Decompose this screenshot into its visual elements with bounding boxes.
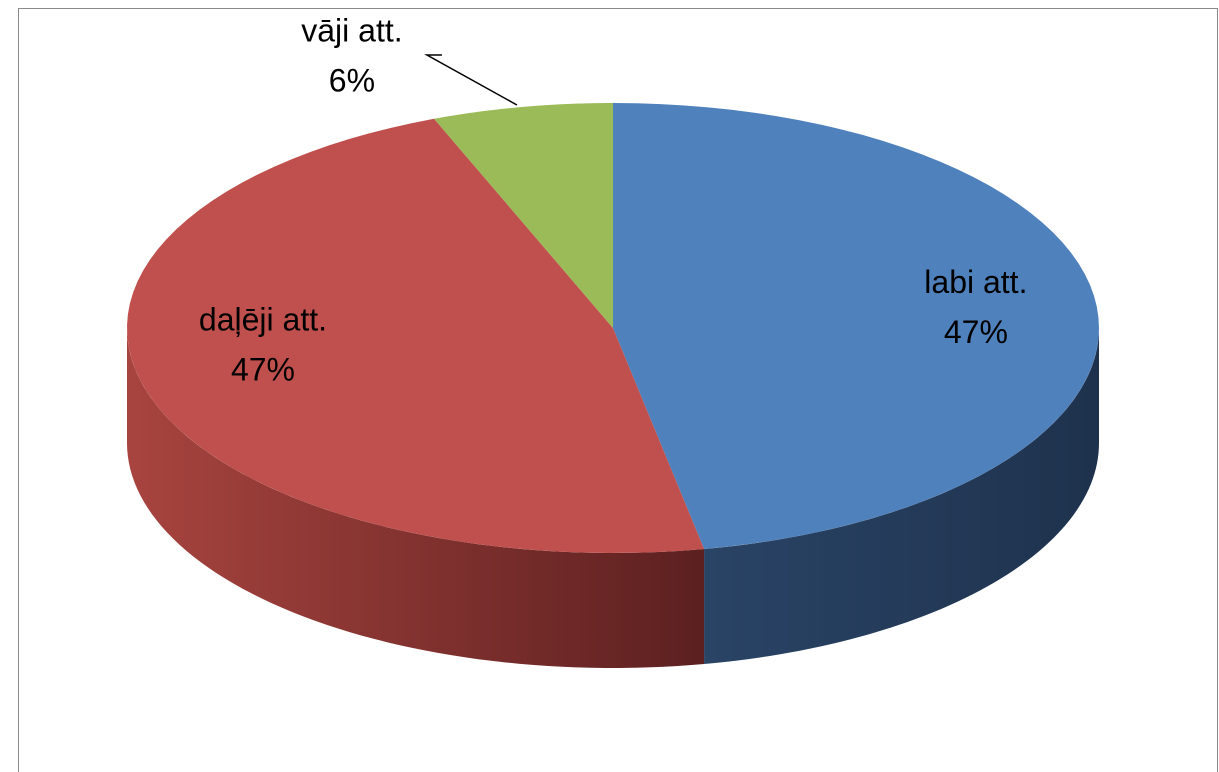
slice [613, 103, 1099, 550]
slice-label: vāji att. [301, 12, 402, 48]
leader-line [424, 54, 518, 106]
slice-value-label: 47% [231, 352, 295, 388]
slice [434, 103, 613, 328]
slice-value-label: 6% [329, 62, 375, 98]
slice-side [127, 328, 705, 668]
slice [127, 118, 705, 553]
slice-label: labi att. [924, 264, 1027, 300]
slice-side [704, 328, 1099, 665]
slice-label: daļēji att. [199, 302, 327, 338]
slice-value-label: 47% [944, 314, 1008, 350]
chart-frame [18, 8, 1218, 772]
